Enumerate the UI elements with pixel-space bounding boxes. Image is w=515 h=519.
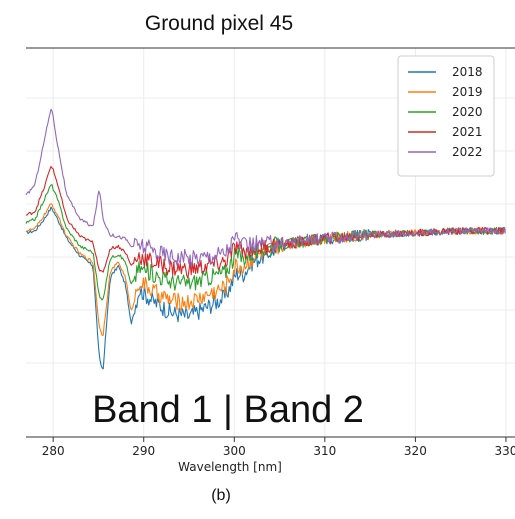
- band-annotation: Band 1 | Band 2: [92, 389, 364, 431]
- chart-title: Ground pixel 45: [145, 12, 293, 35]
- x-tick-label-290: 290: [132, 444, 155, 458]
- x-tick-label-300: 300: [223, 444, 246, 458]
- legend: 2018 2019 2020 2021 2022: [398, 56, 494, 176]
- figure-caption: (b): [211, 487, 231, 504]
- legend-label-2018: 2018: [452, 65, 483, 79]
- x-axis-label: Wavelength [nm]: [178, 460, 282, 474]
- x-tick-label-310: 310: [313, 444, 336, 458]
- x-ticks: 280 290 300 310 320 330: [42, 437, 515, 458]
- legend-label-2020: 2020: [452, 105, 483, 119]
- legend-label-2021: 2021: [452, 125, 483, 139]
- x-tick-label-280: 280: [42, 444, 65, 458]
- legend-label-2022: 2022: [452, 145, 483, 159]
- legend-label-2019: 2019: [452, 85, 483, 99]
- x-tick-label-330: 330: [494, 444, 515, 458]
- x-tick-label-320: 320: [404, 444, 427, 458]
